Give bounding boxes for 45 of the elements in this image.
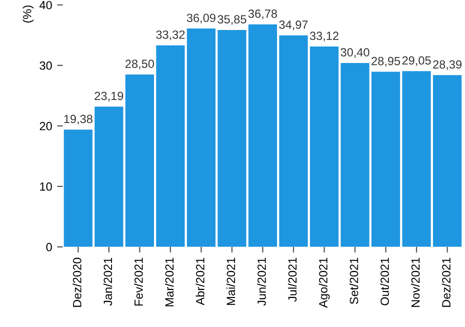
y-tick-label: 40 [40, 0, 52, 10]
x-tick-label: Ago/2021 [318, 258, 330, 308]
data-label: 28,95 [372, 56, 400, 67]
data-label: 33,12 [310, 32, 338, 42]
x-tick-label: Jan/2021 [103, 258, 112, 306]
data-label: 28,39 [433, 60, 462, 70]
bar [125, 74, 154, 247]
bar [310, 46, 339, 247]
bar [340, 62, 370, 247]
bar [156, 45, 185, 247]
x-tick-label: Fev/2021 [134, 258, 143, 306]
data-label: 35,85 [218, 15, 246, 25]
x-tick-label: Dez/2020 [72, 258, 82, 307]
data-label: 29,05 [402, 56, 431, 66]
data-label: 36,09 [186, 14, 216, 24]
data-label: 34,97 [279, 20, 308, 30]
bar [279, 35, 308, 247]
x-tick-label: Mai/2021 [226, 258, 236, 305]
x-tick-label: Dez/2021 [442, 258, 450, 307]
y-tick-label: 30 [40, 61, 52, 70]
bar [248, 24, 278, 247]
bar [402, 71, 431, 247]
data-label: 23,19 [94, 92, 124, 102]
data-label: 36,78 [248, 10, 277, 20]
data-label: 28,50 [126, 60, 154, 70]
x-tick-label: Mar/2021 [164, 258, 174, 306]
data-label: 33,32 [156, 30, 185, 40]
data-label: 19,38 [64, 114, 92, 125]
x-tick-label: Out/2021 [380, 258, 389, 306]
y-axis-title: (%) [22, 6, 34, 23]
bar [94, 106, 124, 247]
y-tick-label: 10 [40, 182, 52, 191]
bar [64, 130, 92, 247]
y-tick-label: 0 [46, 242, 52, 252]
x-tick-label: Jul/2021 [288, 258, 297, 302]
x-tick-label: Abr/2021 [196, 258, 204, 306]
x-tick-label: Jun/2021 [257, 258, 266, 306]
x-tick-label: Nov/2021 [411, 258, 420, 307]
bar [218, 30, 246, 247]
bar [432, 75, 462, 247]
data-label: 30,40 [340, 48, 370, 58]
x-tick-label: Set/2021 [350, 258, 358, 304]
bar [186, 28, 216, 247]
y-tick-label: 20 [40, 122, 52, 130]
bar [371, 72, 400, 247]
